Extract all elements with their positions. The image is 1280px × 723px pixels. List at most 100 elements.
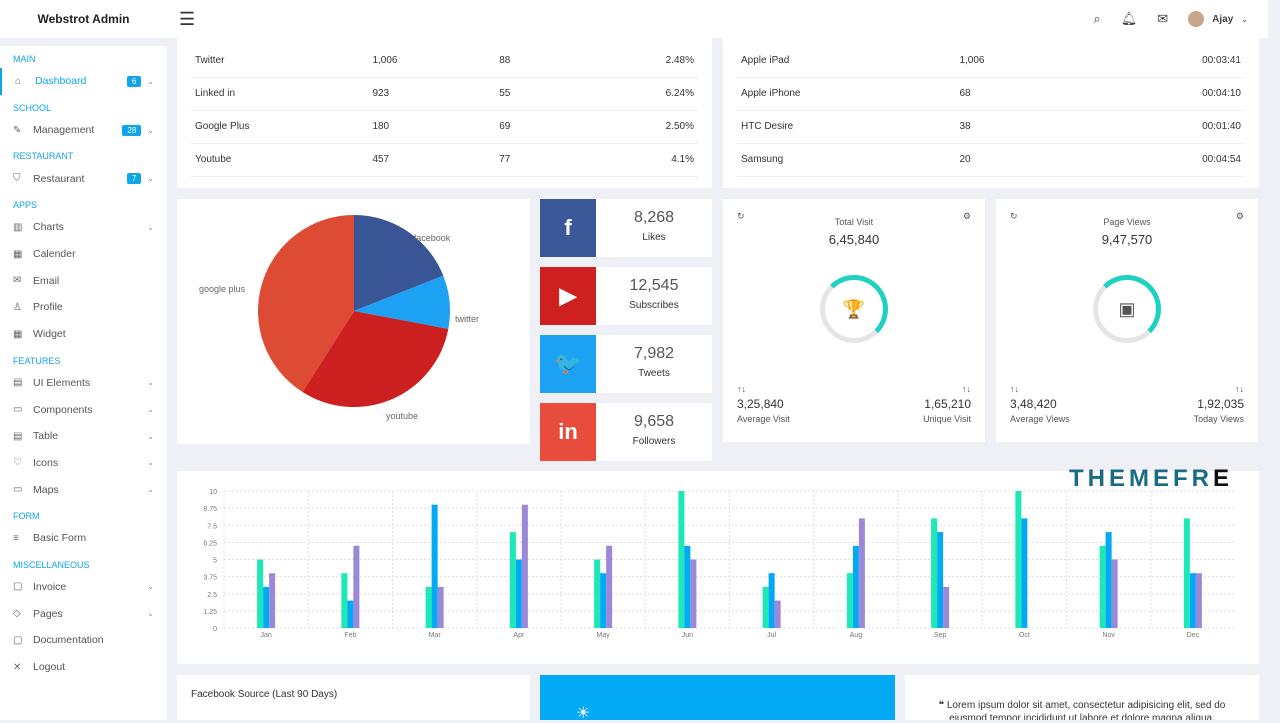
bell-icon[interactable]: 🔔︎ — [1120, 11, 1138, 26]
pie-slice[interactable] — [354, 275, 451, 329]
sidebar-item-table[interactable]: ▤ Table ⌄ — [0, 423, 167, 450]
bar[interactable] — [1111, 559, 1118, 629]
bar[interactable] — [347, 600, 354, 628]
sidebar-item-widget[interactable]: ▦ Widget — [0, 321, 167, 348]
stat-title: Total Visit — [834, 217, 874, 227]
bar[interactable] — [600, 573, 607, 628]
sidebar-item-documentation[interactable]: ▢ Documentation — [0, 627, 167, 654]
sidebar-item-label: Invoice — [33, 580, 67, 593]
bar[interactable] — [425, 586, 432, 628]
sidebar-item-ui-elements[interactable]: ▤ UI Elements ⌄ — [0, 370, 167, 397]
sidebar-item-charts[interactable]: ▥ Charts ⌄ — [0, 214, 167, 241]
pages-icon: ◇ — [13, 608, 21, 620]
social-count: 7,982 — [633, 345, 675, 362]
refresh-icon[interactable]: ↻ — [1010, 211, 1018, 221]
bar[interactable] — [606, 545, 613, 628]
bar-chart-card: 0 1.25 2.5 3.75 5 6.25 7.5 8.75 10 Jan Feb Mar Apr Ma… — [177, 467, 1259, 664]
bar[interactable] — [257, 559, 264, 629]
bar[interactable] — [1195, 573, 1202, 628]
user-menu[interactable]: Ajay ⌄ — [1188, 11, 1248, 27]
progress-ring: 🏆 — [820, 275, 888, 343]
bar[interactable] — [509, 532, 516, 628]
stat-sub-value: 3,48,420 — [1010, 397, 1057, 411]
bar[interactable] — [768, 573, 775, 628]
sidebar-item-profile[interactable]: ♙ Profile — [0, 294, 167, 321]
bar[interactable] — [263, 586, 270, 628]
pie-slice[interactable] — [354, 215, 444, 311]
pie-label: twitter — [455, 314, 479, 324]
stat-value: 6,45,840 — [828, 232, 880, 247]
sidebar-item-calender[interactable]: ▦ Calender — [0, 241, 167, 268]
sidebar-item-label: Table — [33, 430, 59, 443]
bar[interactable] — [774, 600, 781, 628]
bar[interactable] — [341, 573, 348, 628]
watermark-logo: THEMEFRE — [1068, 465, 1233, 492]
bar[interactable] — [678, 491, 685, 628]
sidebar-item-restaurant[interactable]: ⛉ Restaurant 7 ⌄ — [0, 165, 167, 192]
y-tick-label: 8.75 — [203, 506, 217, 513]
brand[interactable]: Webstrot Admin — [37, 12, 130, 26]
chevron-down-icon: ⌄ — [147, 431, 154, 441]
trophy-icon: 🏆 — [842, 298, 866, 319]
menu-icon[interactable]: ☰ — [179, 8, 196, 29]
sidebar-item-basic-form[interactable]: ≡ Basic Form — [0, 525, 167, 552]
bar[interactable] — [931, 518, 938, 628]
y-tick-label: 10 — [209, 489, 217, 496]
bar[interactable] — [353, 545, 360, 628]
bar[interactable] — [858, 518, 865, 628]
bar[interactable] — [943, 586, 950, 628]
bar[interactable] — [431, 504, 438, 628]
sidebar-item-components[interactable]: ▭ Components ⌄ — [0, 396, 167, 423]
map-icon: ▭ — [13, 484, 23, 496]
sidebar-item-label: Icons — [33, 456, 59, 469]
x-tick-label: Jun — [682, 632, 693, 639]
x-tick-label: Mar — [429, 632, 442, 639]
bar[interactable] — [269, 573, 276, 628]
sidebar-item-invoice[interactable]: ▢ Invoice ⌄ — [0, 574, 167, 601]
pie-slice[interactable] — [302, 311, 449, 407]
twitter-icon: 🐦 — [540, 335, 596, 393]
chevron-down-icon: ⌄ — [147, 222, 154, 232]
table-cell: 4.1% — [647, 143, 698, 177]
bar[interactable] — [684, 545, 691, 628]
bar[interactable] — [1099, 545, 1106, 628]
bar[interactable] — [762, 586, 769, 628]
bar[interactable] — [937, 532, 944, 628]
sidebar-item-maps[interactable]: ▭ Maps ⌄ — [0, 476, 167, 503]
sidebar-item-management[interactable]: ✎ Management 28 ⌄ — [0, 117, 167, 144]
bar[interactable] — [690, 559, 697, 629]
bar[interactable] — [437, 586, 444, 628]
bar[interactable] — [1189, 573, 1196, 628]
bar[interactable] — [852, 545, 859, 628]
bar[interactable] — [1015, 491, 1022, 628]
user-icon: ♙ — [13, 301, 22, 313]
count-badge: 28 — [122, 124, 142, 136]
bar[interactable] — [1183, 518, 1190, 628]
sidebar-item-icons[interactable]: ♡ Icons ⌄ — [0, 450, 167, 477]
bar[interactable] — [846, 573, 853, 628]
sidebar-item-logout[interactable]: ✕ Logout — [0, 654, 167, 681]
gear-icon[interactable]: ⚙ — [962, 211, 971, 221]
sidebar-item-email[interactable]: ✉ Email — [0, 267, 167, 294]
gear-icon[interactable]: ⚙ — [1235, 211, 1244, 221]
mail-icon[interactable]: ✉ — [1157, 11, 1169, 26]
mail-icon: ✉ — [13, 275, 22, 287]
refresh-icon[interactable]: ↻ — [737, 211, 745, 221]
chevron-down-icon: ⌄ — [147, 582, 154, 592]
top-bar: Webstrot Admin ☰ ⌕ 🔔︎ ✉ Ajay ⌄ — [0, 0, 1268, 38]
bar[interactable] — [1105, 532, 1112, 628]
bar[interactable] — [521, 504, 528, 628]
x-tick-label: Jul — [767, 632, 776, 639]
sidebar-item-pages[interactable]: ◇ Pages ⌄ — [0, 600, 167, 627]
bar[interactable] — [515, 559, 522, 629]
table-cell: Youtube — [191, 143, 369, 177]
pie-slice[interactable] — [257, 215, 354, 393]
search-icon[interactable]: ⌕ — [1093, 11, 1101, 26]
y-tick-label: 5 — [213, 558, 217, 565]
bar[interactable] — [1021, 518, 1028, 628]
table-row: Youtube 457 77 4.1% — [191, 143, 698, 177]
sidebar-item-label: UI Elements — [33, 376, 91, 389]
bar[interactable] — [594, 559, 601, 629]
arrows-icon: ↑↓ — [1010, 384, 1019, 394]
sidebar-item-dashboard[interactable]: ⌂ Dashboard 6 ⌄ — [0, 68, 167, 95]
